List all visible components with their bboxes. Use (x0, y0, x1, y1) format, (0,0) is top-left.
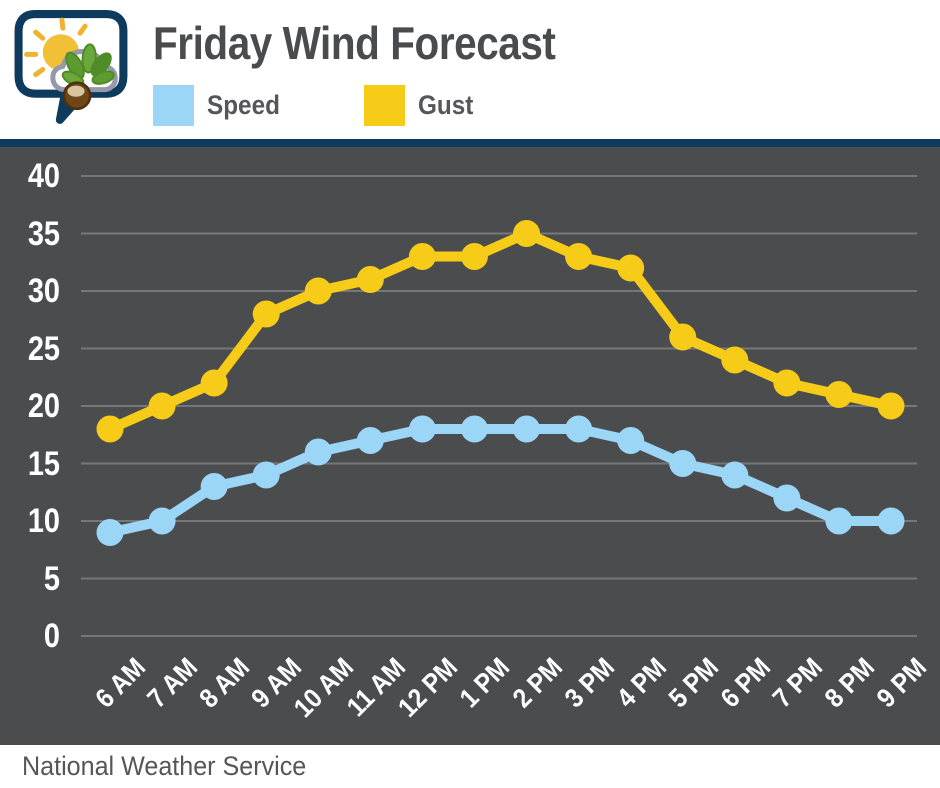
legend-item-speed: Speed (153, 85, 288, 126)
data-point-speed (252, 461, 280, 489)
data-point-gust (565, 243, 593, 270)
data-point-speed (513, 415, 541, 443)
data-point-gust (513, 220, 541, 247)
data-point-speed (356, 427, 384, 454)
data-point-gust (200, 369, 228, 397)
legend-label-gust: Gust (418, 90, 474, 120)
data-point-gust (617, 254, 645, 282)
buckeye-nut-icon (62, 81, 92, 111)
legend: Speed Gust (153, 85, 610, 126)
data-point-speed (721, 461, 749, 489)
legend-item-gust: Gust (364, 85, 480, 126)
data-point-speed (148, 507, 176, 535)
data-point-gust (148, 392, 176, 420)
data-point-gust (408, 243, 436, 270)
data-point-gust (96, 415, 124, 443)
y-axis-label: 10 (27, 502, 61, 540)
gust-swatch (364, 85, 406, 126)
y-axis-label: 0 (43, 617, 60, 655)
data-point-speed (877, 507, 905, 535)
data-point-gust (356, 266, 384, 293)
data-point-gust (304, 277, 332, 305)
y-axis-label: 20 (27, 387, 61, 425)
data-point-speed (304, 438, 332, 466)
header-divider (0, 139, 940, 147)
buckeye-leaf-icon (61, 43, 115, 87)
data-point-speed (460, 415, 488, 443)
data-point-gust (669, 323, 697, 351)
data-point-gust (721, 346, 749, 374)
data-point-speed (617, 427, 645, 454)
y-axis-label: 25 (27, 329, 61, 368)
y-axis-label: 40 (27, 157, 61, 195)
chart-title: Friday Wind Forecast (153, 17, 556, 69)
weather-buckeye-logo-icon (14, 10, 128, 124)
legend-label-speed: Speed (207, 90, 280, 120)
data-point-speed (669, 450, 697, 477)
data-point-gust (460, 243, 488, 270)
y-axis-label: 5 (43, 559, 60, 598)
data-point-speed (773, 484, 801, 512)
series-line-speed (105, 424, 896, 538)
data-point-speed (96, 519, 124, 546)
y-axis-label: 35 (27, 214, 61, 253)
footer: National Weather Service (0, 745, 940, 788)
y-axis-label: 15 (27, 444, 61, 483)
sun-icon (24, 17, 88, 78)
series-line-gust (105, 228, 896, 434)
header-text: Friday Wind Forecast Speed Gust (153, 18, 610, 126)
chart-canvas (81, 175, 917, 637)
data-point-speed (200, 473, 228, 500)
data-point-gust (825, 381, 853, 408)
data-point-gust (252, 300, 280, 328)
speed-swatch (153, 85, 194, 126)
data-point-speed (408, 415, 436, 443)
data-point-gust (773, 369, 801, 397)
header: Friday Wind Forecast Speed Gust (0, 0, 940, 139)
y-axis-label: 30 (27, 272, 61, 310)
chart-area: 0 5 10 15 20 25 30 35 40 6 AM 7 AM 8 AM 9 AM 10 AM 11… (0, 147, 940, 745)
data-point-speed (565, 415, 593, 443)
data-point-speed (825, 507, 853, 535)
source-attribution: National Weather Service (22, 751, 307, 781)
data-point-gust (877, 392, 905, 420)
